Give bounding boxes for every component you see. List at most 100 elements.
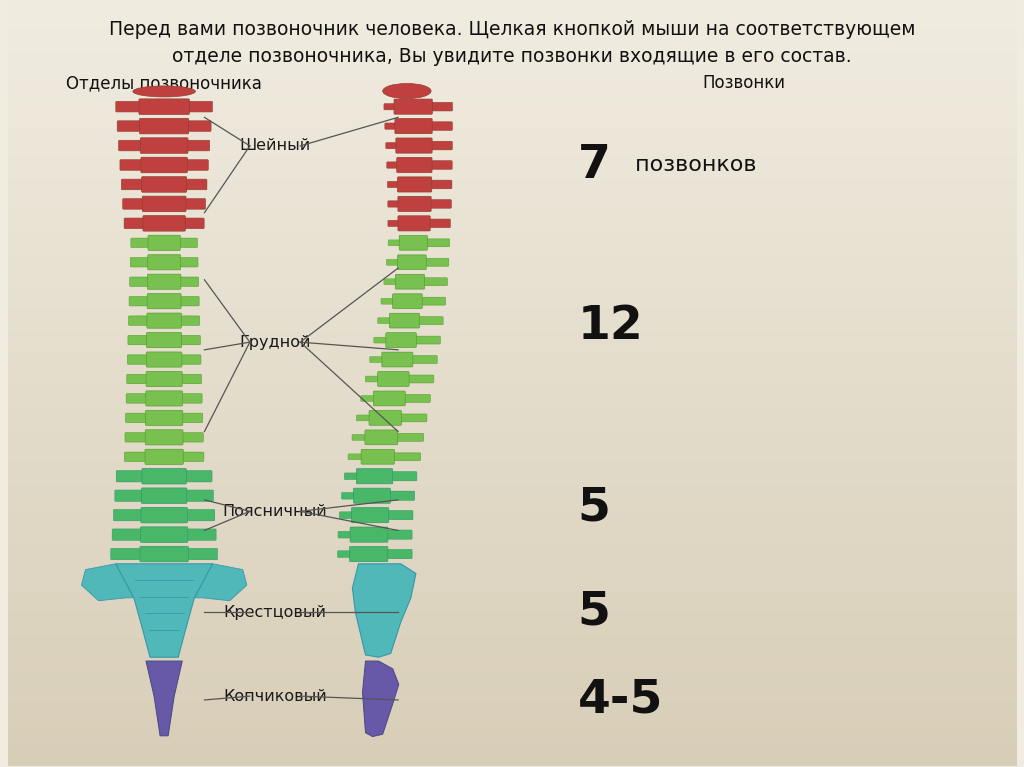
FancyBboxPatch shape bbox=[374, 337, 388, 343]
FancyBboxPatch shape bbox=[180, 413, 203, 423]
FancyBboxPatch shape bbox=[124, 218, 145, 229]
FancyBboxPatch shape bbox=[395, 275, 425, 289]
FancyBboxPatch shape bbox=[386, 549, 412, 558]
FancyBboxPatch shape bbox=[351, 508, 389, 523]
FancyBboxPatch shape bbox=[139, 118, 188, 134]
FancyBboxPatch shape bbox=[395, 119, 432, 133]
FancyBboxPatch shape bbox=[430, 102, 453, 111]
FancyBboxPatch shape bbox=[143, 216, 185, 231]
FancyBboxPatch shape bbox=[142, 196, 186, 212]
FancyBboxPatch shape bbox=[366, 376, 380, 382]
Polygon shape bbox=[82, 564, 134, 601]
FancyBboxPatch shape bbox=[185, 509, 215, 521]
Text: 5: 5 bbox=[578, 590, 610, 635]
FancyBboxPatch shape bbox=[349, 547, 388, 561]
FancyBboxPatch shape bbox=[145, 391, 182, 406]
FancyBboxPatch shape bbox=[116, 101, 141, 112]
FancyBboxPatch shape bbox=[120, 160, 143, 170]
FancyBboxPatch shape bbox=[356, 469, 392, 484]
FancyBboxPatch shape bbox=[179, 277, 199, 286]
FancyBboxPatch shape bbox=[344, 473, 358, 479]
FancyBboxPatch shape bbox=[147, 274, 181, 289]
FancyBboxPatch shape bbox=[129, 297, 150, 306]
FancyBboxPatch shape bbox=[146, 313, 181, 328]
FancyBboxPatch shape bbox=[387, 162, 398, 168]
Text: 7: 7 bbox=[578, 143, 610, 187]
FancyBboxPatch shape bbox=[361, 449, 394, 464]
FancyBboxPatch shape bbox=[141, 508, 187, 523]
FancyBboxPatch shape bbox=[147, 294, 181, 309]
FancyBboxPatch shape bbox=[186, 548, 217, 560]
FancyBboxPatch shape bbox=[119, 140, 142, 151]
FancyBboxPatch shape bbox=[386, 530, 412, 539]
FancyBboxPatch shape bbox=[146, 352, 182, 367]
FancyBboxPatch shape bbox=[179, 297, 199, 306]
FancyBboxPatch shape bbox=[130, 258, 150, 267]
FancyBboxPatch shape bbox=[387, 511, 413, 520]
FancyBboxPatch shape bbox=[126, 413, 147, 423]
FancyBboxPatch shape bbox=[388, 220, 400, 226]
FancyBboxPatch shape bbox=[386, 333, 417, 347]
FancyBboxPatch shape bbox=[360, 396, 376, 401]
FancyBboxPatch shape bbox=[180, 355, 201, 364]
FancyBboxPatch shape bbox=[381, 298, 394, 304]
FancyBboxPatch shape bbox=[145, 449, 183, 464]
FancyBboxPatch shape bbox=[430, 122, 453, 130]
FancyBboxPatch shape bbox=[338, 551, 351, 558]
FancyBboxPatch shape bbox=[141, 157, 187, 173]
FancyBboxPatch shape bbox=[184, 490, 213, 502]
FancyBboxPatch shape bbox=[338, 532, 352, 538]
FancyBboxPatch shape bbox=[408, 375, 434, 383]
FancyBboxPatch shape bbox=[378, 318, 391, 324]
FancyBboxPatch shape bbox=[398, 216, 430, 231]
FancyBboxPatch shape bbox=[423, 278, 447, 285]
FancyBboxPatch shape bbox=[184, 179, 207, 189]
FancyBboxPatch shape bbox=[369, 410, 401, 425]
Text: Поясничный: Поясничный bbox=[222, 504, 328, 518]
FancyBboxPatch shape bbox=[181, 433, 204, 442]
FancyBboxPatch shape bbox=[424, 258, 449, 266]
FancyBboxPatch shape bbox=[386, 259, 399, 265]
FancyBboxPatch shape bbox=[130, 277, 150, 286]
FancyBboxPatch shape bbox=[411, 356, 437, 364]
Polygon shape bbox=[116, 564, 213, 657]
FancyBboxPatch shape bbox=[139, 99, 189, 114]
FancyBboxPatch shape bbox=[389, 313, 420, 328]
FancyBboxPatch shape bbox=[374, 391, 406, 406]
FancyBboxPatch shape bbox=[178, 258, 198, 267]
FancyBboxPatch shape bbox=[396, 138, 432, 153]
FancyBboxPatch shape bbox=[148, 235, 180, 250]
Text: 12: 12 bbox=[578, 304, 643, 350]
FancyBboxPatch shape bbox=[348, 454, 364, 459]
FancyBboxPatch shape bbox=[184, 199, 206, 209]
FancyBboxPatch shape bbox=[140, 138, 188, 153]
FancyBboxPatch shape bbox=[114, 509, 143, 521]
FancyBboxPatch shape bbox=[115, 490, 143, 502]
Ellipse shape bbox=[383, 84, 431, 99]
FancyBboxPatch shape bbox=[350, 527, 388, 542]
FancyBboxPatch shape bbox=[341, 492, 355, 499]
FancyBboxPatch shape bbox=[388, 491, 415, 500]
FancyBboxPatch shape bbox=[430, 141, 453, 150]
Ellipse shape bbox=[133, 86, 196, 97]
FancyBboxPatch shape bbox=[184, 471, 212, 482]
FancyBboxPatch shape bbox=[140, 527, 187, 542]
FancyBboxPatch shape bbox=[183, 218, 204, 229]
FancyBboxPatch shape bbox=[142, 469, 186, 484]
FancyBboxPatch shape bbox=[117, 471, 144, 482]
Text: отделе позвоночника, Вы увидите позвонки входящие в его состав.: отделе позвоночника, Вы увидите позвонки… bbox=[172, 48, 852, 66]
FancyBboxPatch shape bbox=[179, 335, 201, 345]
FancyBboxPatch shape bbox=[395, 433, 424, 441]
Text: Грудной: Грудной bbox=[240, 334, 311, 350]
FancyBboxPatch shape bbox=[146, 371, 182, 387]
FancyBboxPatch shape bbox=[390, 472, 417, 481]
Polygon shape bbox=[146, 661, 182, 736]
FancyBboxPatch shape bbox=[352, 434, 367, 440]
Text: Копчиковый: Копчиковый bbox=[223, 689, 327, 703]
FancyBboxPatch shape bbox=[370, 357, 384, 363]
Polygon shape bbox=[195, 564, 247, 601]
Polygon shape bbox=[362, 661, 398, 736]
FancyBboxPatch shape bbox=[179, 316, 200, 325]
FancyBboxPatch shape bbox=[403, 394, 430, 403]
FancyBboxPatch shape bbox=[430, 180, 452, 189]
